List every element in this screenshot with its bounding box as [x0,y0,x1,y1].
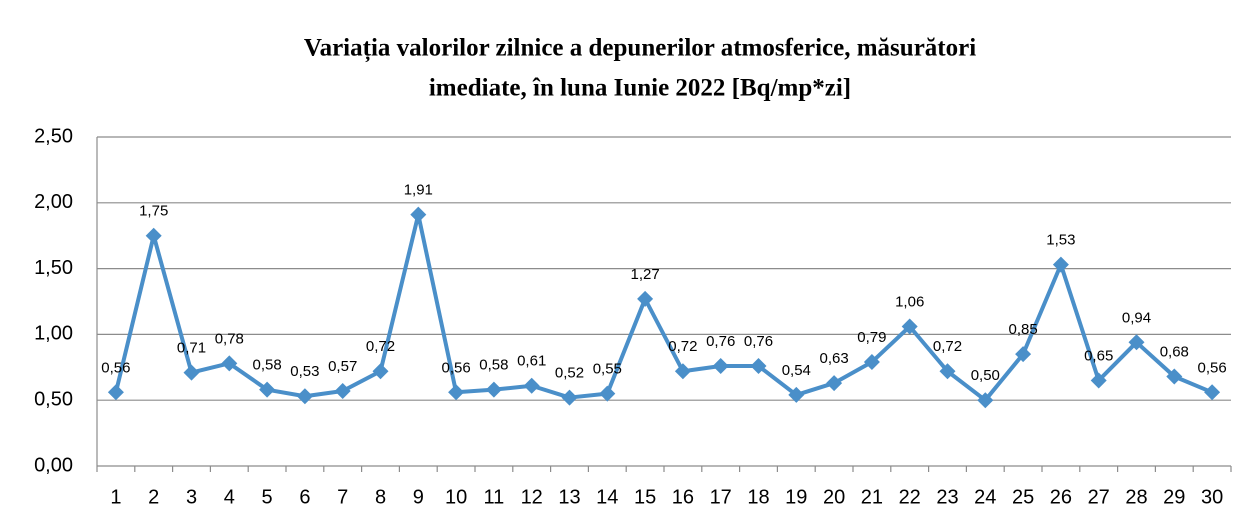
marker [334,382,351,399]
data-label: 0,72 [668,338,697,355]
data-label: 0,61 [517,353,546,370]
data-label: 0,63 [819,350,848,367]
data-label: 0,54 [782,362,811,379]
data-label: 0,76 [744,333,773,350]
data-label: 1,06 [895,293,924,310]
chart-title: imediate, în luna Iunie 2022 [Bq/mp*zi] [429,75,851,102]
y-tick-label: 2,00 [34,191,73,213]
x-tick-label: 7 [337,486,348,508]
x-tick-label: 17 [710,486,732,508]
y-tick-label: 0,00 [34,454,73,476]
marker [826,375,843,392]
y-tick-label: 1,50 [34,257,73,279]
marker [145,227,162,244]
x-tick-label: 20 [823,486,845,508]
data-label: 0,58 [479,357,508,374]
y-tick-label: 0,50 [34,388,73,410]
data-label: 1,27 [630,266,659,283]
marker [788,386,805,403]
marker [674,363,691,380]
x-tick-label: 13 [558,486,580,508]
x-tick-label: 30 [1201,486,1223,508]
x-tick-label: 6 [299,486,310,508]
chart-title: Variația valorilor zilnice a depunerilor… [304,35,976,63]
marker [523,377,540,394]
marker [750,357,767,374]
marker [637,290,654,307]
marker [107,384,124,401]
marker [599,385,616,402]
data-label: 0,56 [441,359,470,376]
data-label: 0,57 [328,358,357,375]
y-tick-label: 2,50 [34,125,73,147]
x-tick-label: 22 [899,486,921,508]
data-label: 0,79 [857,329,886,346]
data-label: 1,53 [1046,232,1075,249]
marker [712,357,729,374]
data-label: 0,58 [252,357,281,374]
x-tick-label: 3 [186,486,197,508]
y-tick-label: 1,00 [34,323,73,345]
data-label: 0,56 [1197,359,1226,376]
marker [1015,346,1032,363]
x-tick-label: 26 [1050,486,1072,508]
marker [485,381,502,398]
x-tick-label: 25 [1012,486,1034,508]
marker [977,392,994,409]
x-tick-label: 29 [1163,486,1185,508]
marker [901,318,918,335]
data-label: 0,72 [366,338,395,355]
data-label: 0,55 [593,361,622,378]
data-label: 0,56 [101,359,130,376]
marker [1166,368,1183,385]
data-label: 0,50 [971,367,1000,384]
x-tick-label: 16 [672,486,694,508]
data-label: 0,85 [1008,321,1037,338]
data-label: 0,53 [290,363,319,380]
data-label: 1,75 [139,203,168,220]
data-label: 0,68 [1160,343,1189,360]
x-tick-label: 19 [785,486,807,508]
x-tick-label: 23 [936,486,958,508]
x-tick-label: 18 [747,486,769,508]
marker [448,384,465,401]
x-tick-label: 12 [521,486,543,508]
marker [296,388,313,405]
x-tick-label: 28 [1125,486,1147,508]
x-tick-label: 4 [224,486,235,508]
x-tick-label: 1 [110,486,121,508]
data-label: 0,94 [1122,309,1151,326]
x-tick-label: 24 [974,486,996,508]
x-tick-label: 10 [445,486,467,508]
data-label: 0,72 [933,338,962,355]
x-tick-label: 5 [262,486,273,508]
data-label: 0,71 [177,340,206,357]
x-tick-label: 9 [413,486,424,508]
data-label: 0,52 [555,365,584,382]
x-tick-label: 27 [1088,486,1110,508]
x-tick-label: 21 [861,486,883,508]
marker [410,206,427,223]
marker [863,354,880,371]
data-label: 1,91 [404,182,433,199]
marker [1204,384,1221,401]
marker [1128,334,1145,351]
data-label: 0,76 [706,333,735,350]
x-tick-label: 8 [375,486,386,508]
x-tick-label: 11 [484,486,505,508]
marker [183,364,200,381]
marker [939,363,956,380]
marker [1090,372,1107,389]
marker [372,363,389,380]
x-tick-label: 14 [596,486,618,508]
x-tick-label: 2 [148,486,159,508]
x-tick-label: 15 [634,486,656,508]
marker [1052,256,1069,273]
marker [221,355,238,372]
marker [561,389,578,406]
marker [259,381,276,398]
data-label: 0,65 [1084,347,1113,364]
data-label: 0,78 [215,330,244,347]
